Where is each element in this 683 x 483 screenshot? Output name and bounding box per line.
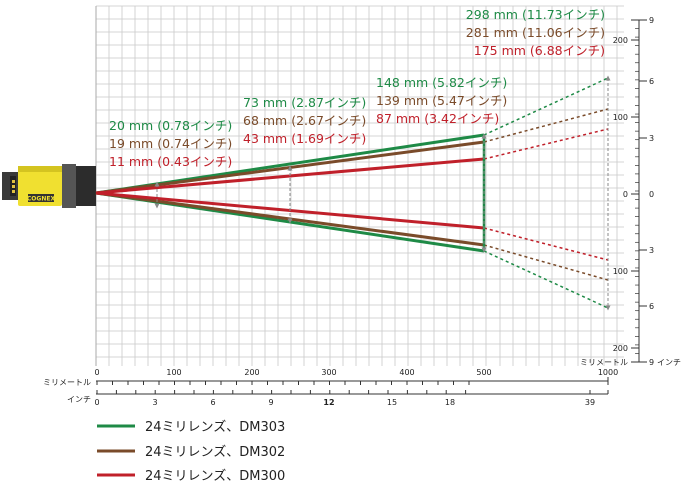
inch-tick-3: 3 (152, 398, 157, 407)
inch-tick-15: 15 (387, 398, 397, 407)
mm-tick-500: 500 (476, 368, 491, 377)
legend-label-dm302: 24ミリレンズ、DM302 (145, 444, 285, 460)
dimension-arrows (154, 75, 611, 311)
fov-ext-dm302-upper (483, 108, 609, 143)
bottom-axis-mm-label: ミリメートル (43, 378, 91, 387)
right-inch-tick-6-bottom: 6 (649, 302, 654, 311)
inch-tick-18: 18 (445, 398, 455, 407)
right-mm-tick-200-top: 200 (613, 36, 628, 45)
fov-ext-dm302-lower (483, 244, 609, 281)
annotation-d1-dm303: 73 mm (2.87インチ) (243, 95, 366, 110)
right-inch-tick-9-top: 9 (649, 16, 654, 25)
annotations-d2: 148 mm (5.82インチ) 139 mm (5.47インチ) 87 mm … (376, 75, 507, 126)
annotation-d2-dm303: 148 mm (5.82インチ) (376, 75, 507, 90)
inch-tick-9: 9 (268, 398, 273, 407)
right-mm-tick-200-bottom: 200 (613, 344, 628, 353)
inch-tick-12: 12 (323, 398, 334, 407)
mm-tick-100: 100 (166, 368, 181, 377)
fov-ext-dm303-upper (483, 77, 609, 136)
fov-ext-dm300-lower (483, 227, 609, 261)
annotation-d0-dm303: 20 mm (0.78インチ) (109, 118, 232, 133)
right-mm-tick-0: 0 (623, 190, 628, 199)
right-inch-tick-9-bottom: 9 (649, 358, 654, 367)
fov-ext-dm300-upper (483, 128, 609, 160)
annotation-d3-dm302: 281 mm (11.06インチ) (466, 25, 605, 40)
legend: 24ミリレンズ、DM303 24ミリレンズ、DM302 24ミリレンズ、DM30… (97, 419, 285, 483)
annotation-d2-dm302: 139 mm (5.47インチ) (376, 93, 507, 108)
fov-ext-dm303-lower (483, 250, 609, 309)
right-mm-tick-100-bottom: 100 (613, 267, 628, 276)
annotations-d0: 20 mm (0.78インチ) 19 mm (0.74インチ) 11 mm (0… (109, 118, 232, 169)
legend-label-dm303: 24ミリレンズ、DM303 (145, 419, 285, 435)
right-axis-inch-label: インチ (657, 358, 681, 367)
right-inch-tick-3-bottom: 3 (649, 246, 654, 255)
inch-tick-6: 6 (210, 398, 215, 407)
right-axis-mm-label: ミリメートル (580, 358, 628, 367)
mm-tick-300: 300 (321, 368, 336, 377)
mm-tick-200: 200 (244, 368, 259, 377)
annotation-d3-dm300: 175 mm (6.88インチ) (474, 43, 605, 58)
mm-tick-1000: 1000 (598, 368, 618, 377)
right-inch-tick-6-top: 6 (649, 77, 654, 86)
right-axis: 200 100 0 100 200 9 6 3 0 3 6 9 ミリメートル イ… (580, 16, 681, 367)
mm-tick-400: 400 (399, 368, 414, 377)
annotation-d0-dm300: 11 mm (0.43インチ) (109, 154, 232, 169)
annotation-d1-dm302: 68 mm (2.67インチ) (243, 113, 366, 128)
grid (95, 5, 624, 366)
dataman-reader-image: COGNEX (2, 164, 96, 208)
right-mm-tick-100-top: 100 (613, 113, 628, 122)
annotation-d0-dm302: 19 mm (0.74インチ) (109, 136, 232, 151)
inch-tick-0: 0 (94, 398, 99, 407)
bottom-axis-inch: インチ 0 3 6 9 12 15 18 39 (67, 390, 609, 407)
legend-label-dm300: 24ミリレンズ、DM300 (145, 468, 285, 483)
mm-tick-0: 0 (94, 368, 99, 377)
annotations-d1: 73 mm (2.87インチ) 68 mm (2.67インチ) 43 mm (1… (243, 95, 366, 146)
annotation-d1-dm300: 43 mm (1.69インチ) (243, 131, 366, 146)
right-inch-tick-3-top: 3 (649, 134, 654, 143)
inch-tick-39: 39 (585, 398, 595, 407)
bottom-axis-mm: ミリメートル 0 100 200 300 400 500 1000 (43, 368, 618, 387)
right-inch-tick-0: 0 (649, 190, 654, 199)
annotation-d3-dm303: 298 mm (11.73インチ) (466, 7, 605, 22)
bottom-axis-inch-label: インチ (67, 395, 91, 404)
brand-logo: COGNEX (27, 196, 56, 203)
annotation-d2-dm300: 87 mm (3.42インチ) (376, 111, 499, 126)
annotations-d3: 298 mm (11.73インチ) 281 mm (11.06インチ) 175 … (466, 7, 605, 58)
